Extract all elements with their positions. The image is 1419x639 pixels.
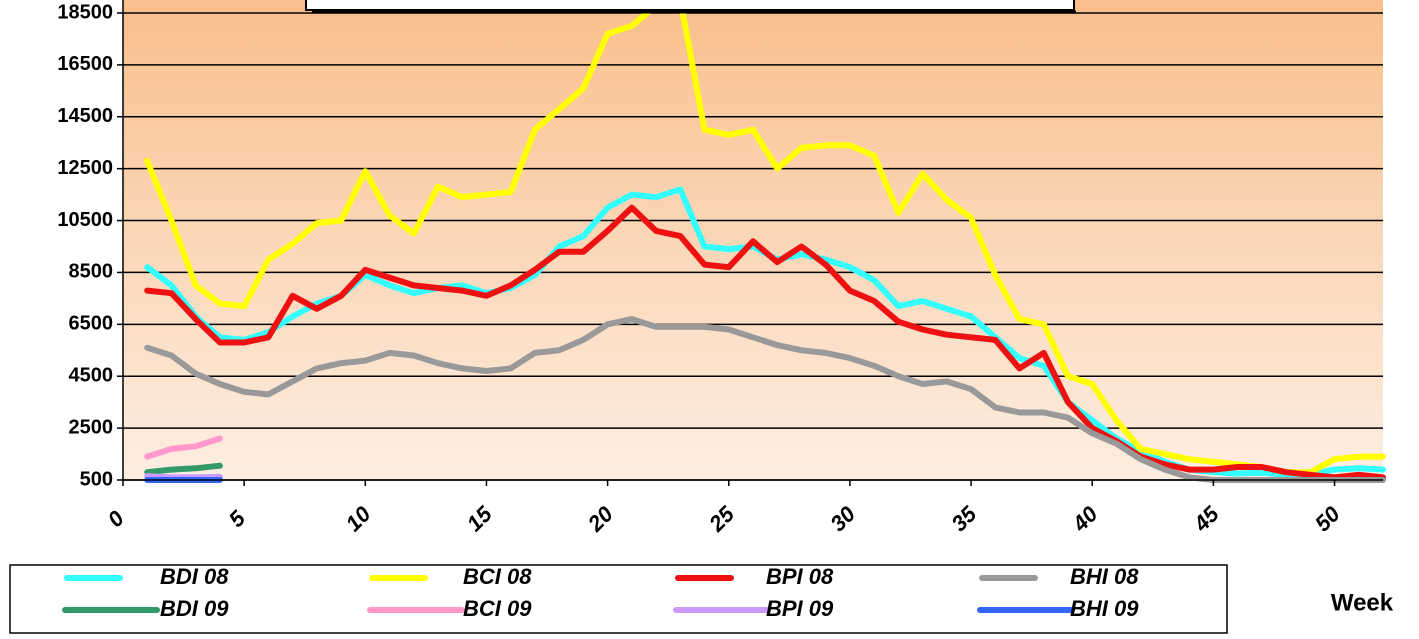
x-tick-label: 45 xyxy=(1188,501,1224,537)
lines xyxy=(144,0,1386,483)
x-tick-label: 25 xyxy=(703,501,739,537)
x-tick-label: 10 xyxy=(341,501,377,537)
x-axis-label: Week xyxy=(1331,589,1394,616)
y-tick-label: 10500 xyxy=(57,209,113,231)
y-tick-label: 4500 xyxy=(69,364,114,386)
x-tick-label: 50 xyxy=(1310,501,1346,537)
x-tick-label: 40 xyxy=(1067,501,1103,537)
series-line xyxy=(144,316,1386,483)
x-tick-label: 35 xyxy=(946,501,982,537)
legend-label: BDI 08 xyxy=(160,564,229,589)
legend-label: BHI 08 xyxy=(1070,564,1139,589)
y-tick-label: 500 xyxy=(80,468,113,490)
legend-label: BCI 08 xyxy=(463,564,532,589)
x-tick-label: 15 xyxy=(462,501,498,537)
series-line xyxy=(144,462,223,476)
title-box xyxy=(305,0,1075,11)
x-tick-label: 20 xyxy=(582,501,618,537)
series-line xyxy=(144,0,1386,476)
x-tick-label: 5 xyxy=(224,505,251,532)
y-tick-label: 18500 xyxy=(57,1,113,23)
y-tick-label: 6500 xyxy=(69,313,114,335)
legend-label: BDI 09 xyxy=(160,596,229,621)
legend-label: BPI 08 xyxy=(766,564,834,589)
y-tick-label: 8500 xyxy=(69,261,114,283)
legend-label: BCI 09 xyxy=(463,596,532,621)
y-tick-label: 2500 xyxy=(69,416,114,438)
series-line xyxy=(144,435,223,460)
series-line xyxy=(144,204,1386,481)
y-tick-label: 12500 xyxy=(57,157,113,179)
legend-label: BHI 09 xyxy=(1070,596,1139,621)
x-tick-label: 30 xyxy=(825,501,861,537)
legend-label: BPI 09 xyxy=(766,596,834,621)
y-tick-label: 14500 xyxy=(57,105,113,127)
x-tick-label: 0 xyxy=(103,505,130,532)
y-tick-label: 16500 xyxy=(57,53,113,75)
